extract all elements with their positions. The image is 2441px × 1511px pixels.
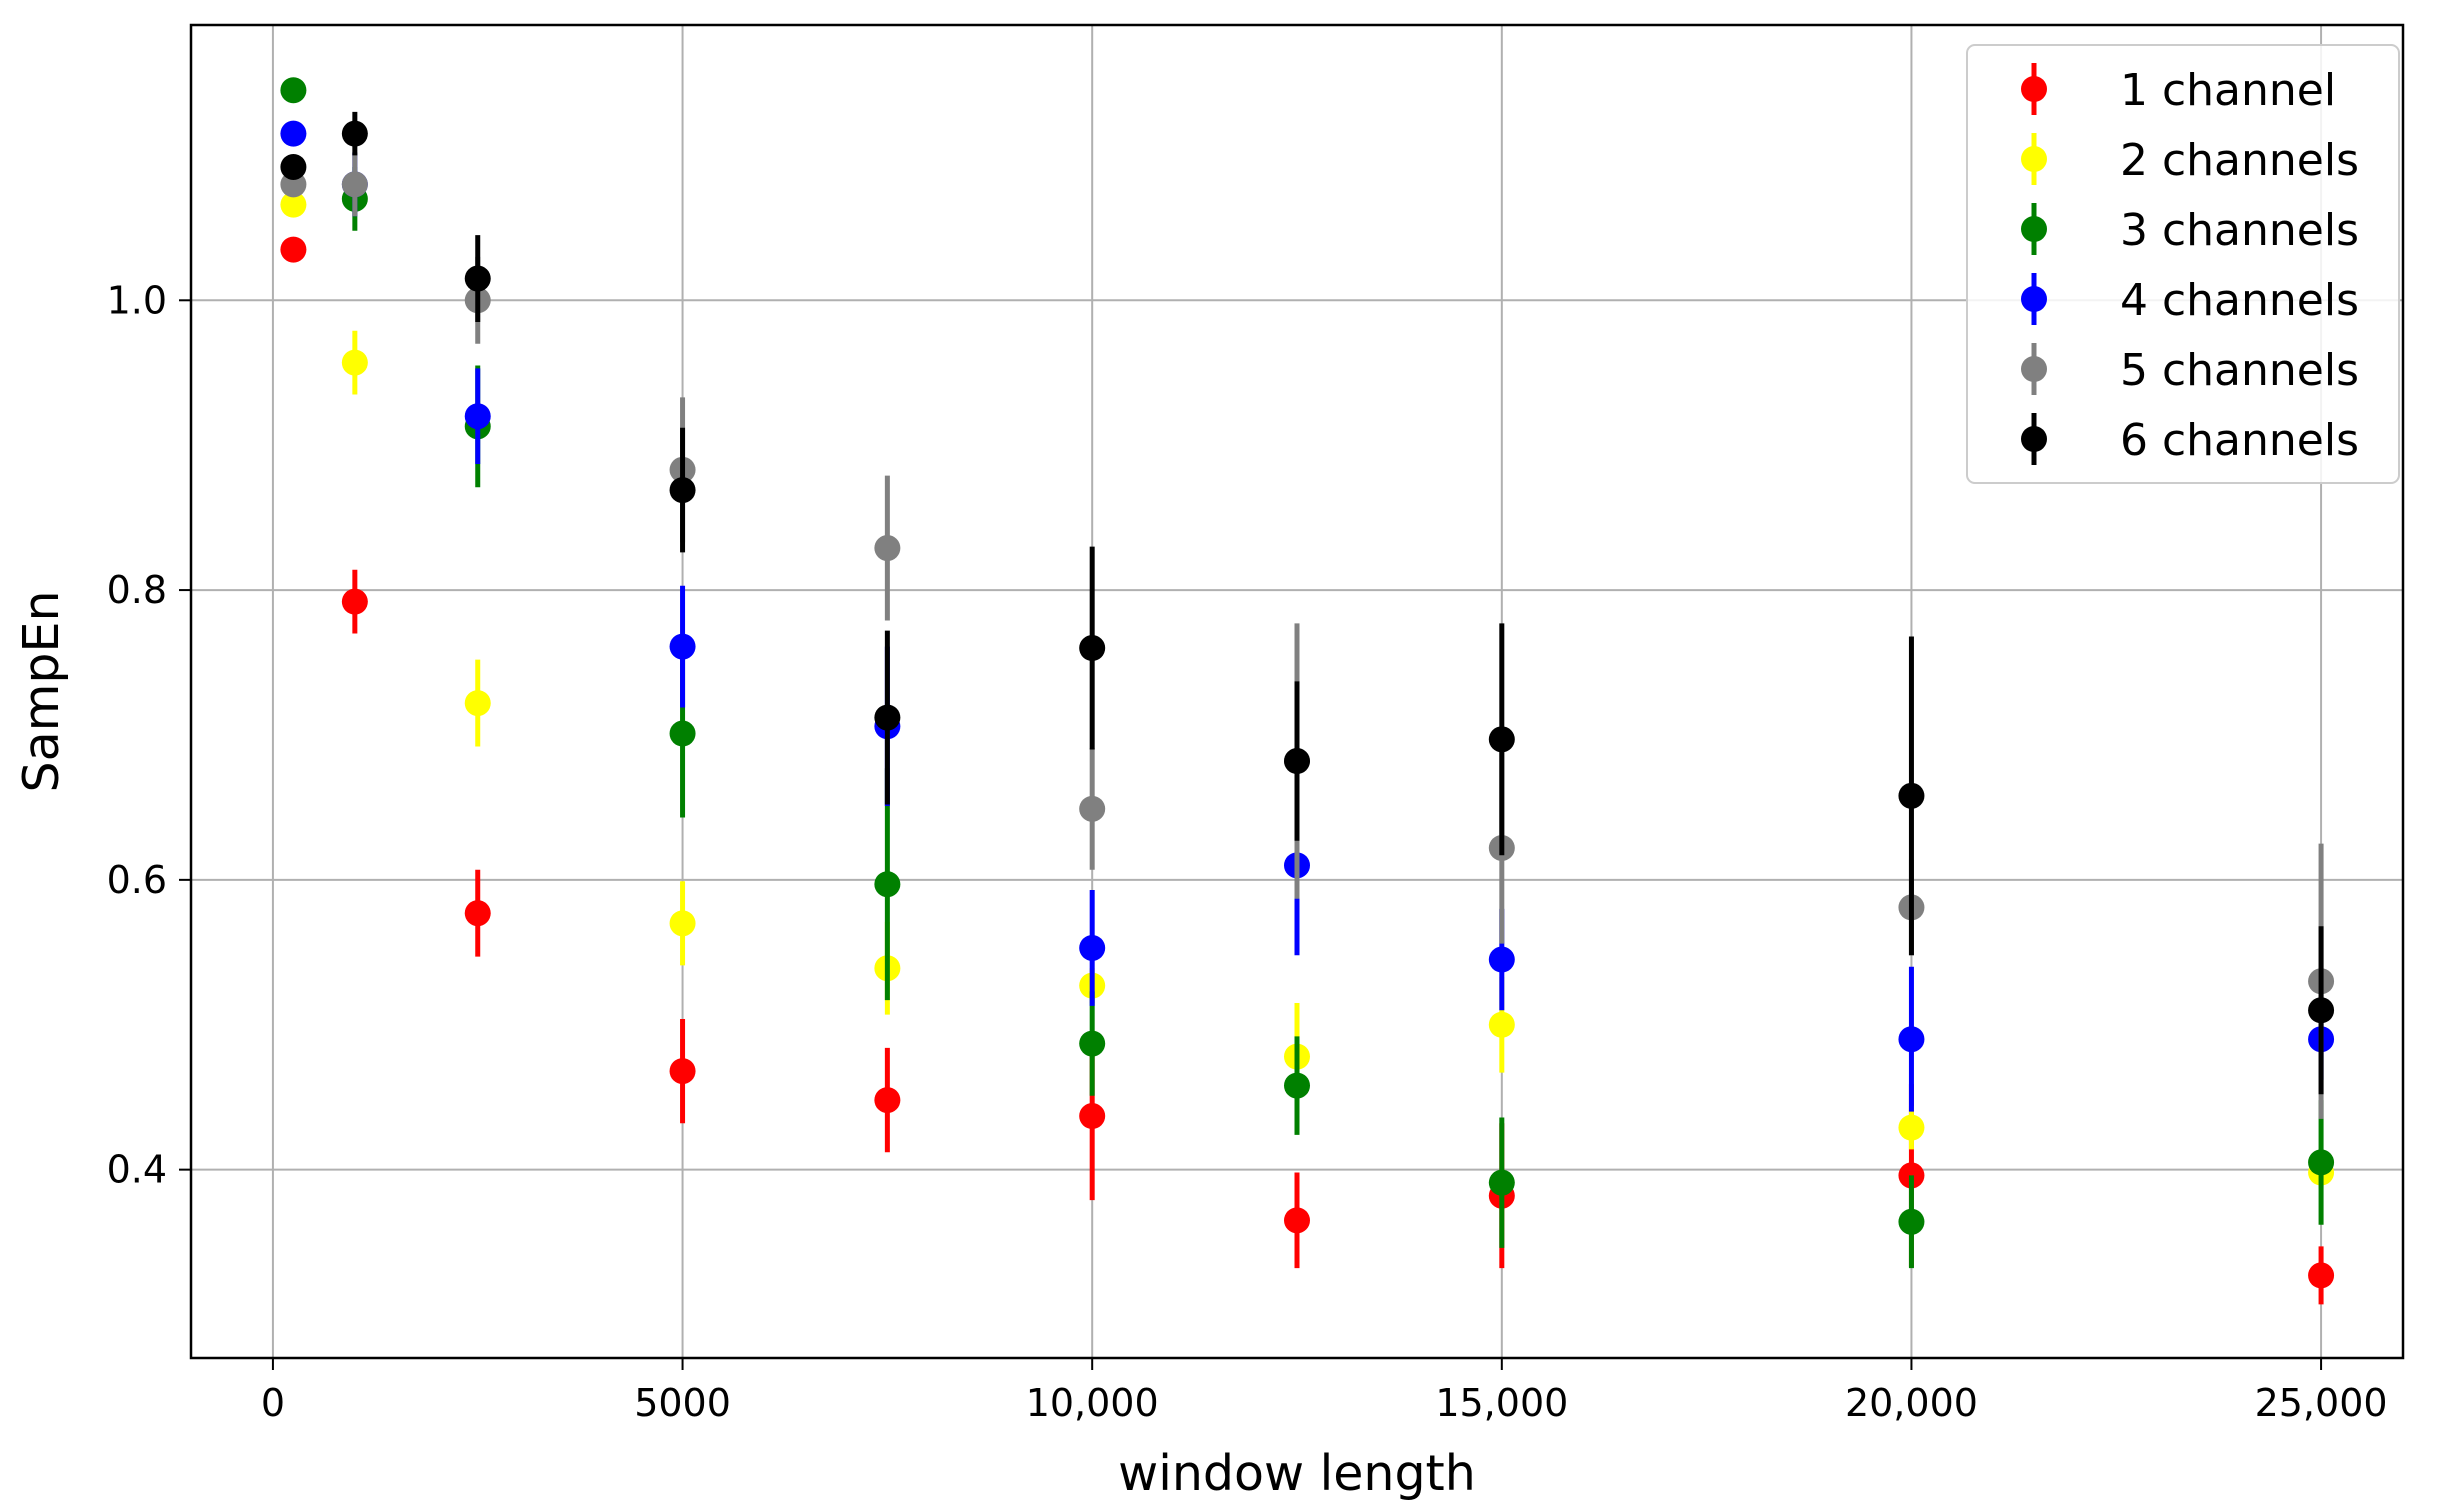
data-series — [280, 77, 2335, 1305]
data-point — [1079, 1030, 1106, 1057]
data-point — [1898, 1026, 1925, 1053]
legend-box — [1966, 44, 2400, 484]
data-point — [341, 171, 368, 198]
data-point — [2308, 1262, 2335, 1289]
legend-label: 1 channel — [2120, 65, 2336, 116]
data-point — [1488, 1169, 1515, 1196]
legend-marker — [2021, 286, 2047, 312]
axis-ticks: 0 5000 10,000 15,000 20,000 25,000 0.4 0.6 0.8 1.… — [107, 278, 2388, 1425]
data-point — [1079, 1103, 1106, 1130]
legend-marker — [2021, 146, 2047, 172]
data-point — [1284, 1207, 1310, 1234]
plot-frame — [189, 23, 2405, 1360]
data-point — [874, 871, 901, 898]
legend-marker — [2021, 426, 2047, 452]
legend-label: 3 channels — [2120, 205, 2359, 256]
y-axis-title: SampEn — [13, 591, 70, 793]
data-point — [464, 690, 491, 717]
data-point — [280, 153, 307, 180]
series-6 — [280, 111, 2335, 1095]
data-point — [280, 77, 307, 104]
legend-marker — [2021, 216, 2047, 242]
data-point — [464, 403, 491, 430]
data-point — [341, 588, 368, 615]
x-tick-label: 25,000 — [2255, 1381, 2388, 1425]
data-point — [1079, 795, 1106, 822]
data-point — [341, 120, 368, 147]
legend-marker — [2021, 76, 2047, 102]
x-tick-label: 20,000 — [1845, 1381, 1978, 1425]
data-point — [669, 720, 696, 747]
legend: 1 channel 2 channels 3 channels 4 channels 5… — [1966, 44, 2400, 484]
data-point — [1079, 635, 1106, 662]
legend-label: 5 channels — [2120, 345, 2359, 396]
data-point — [1898, 782, 1925, 809]
data-point — [2308, 997, 2335, 1024]
legend-label: 6 channels — [2120, 415, 2359, 466]
x-tick-label: 10,000 — [1026, 1381, 1159, 1425]
data-point — [669, 477, 696, 504]
y-tick-label: 1.0 — [107, 278, 167, 322]
data-point — [1284, 1072, 1310, 1099]
data-point — [1284, 748, 1310, 775]
data-point — [341, 349, 368, 376]
data-point — [874, 704, 901, 731]
data-point — [669, 633, 696, 660]
data-point — [1898, 1114, 1925, 1141]
y-tick-label: 0.4 — [107, 1148, 167, 1192]
data-point — [1079, 934, 1106, 961]
x-tick-label: 5000 — [634, 1381, 731, 1425]
data-point — [1488, 726, 1515, 753]
legend-label: 2 channels — [2120, 135, 2359, 186]
legend-label: 4 channels — [2120, 275, 2359, 326]
data-point — [669, 910, 696, 937]
data-point — [874, 1087, 901, 1114]
y-tick-label: 0.6 — [107, 858, 167, 902]
legend-marker — [2021, 356, 2047, 382]
data-point — [464, 900, 491, 927]
x-axis-title: window length — [1118, 1445, 1476, 1502]
data-point — [280, 236, 307, 263]
x-tick-label: 15,000 — [1435, 1381, 1568, 1425]
data-point — [1488, 1011, 1515, 1038]
data-point — [2308, 1149, 2335, 1176]
y-tick-label: 0.8 — [107, 568, 167, 612]
data-point — [669, 1058, 696, 1085]
data-point — [280, 191, 307, 218]
data-point — [464, 265, 491, 292]
data-point — [1898, 1208, 1925, 1235]
data-point — [874, 535, 901, 562]
data-point — [1488, 946, 1515, 973]
series-3 — [280, 77, 2335, 1269]
x-tick-label: 0 — [261, 1381, 285, 1425]
data-point — [280, 120, 307, 147]
